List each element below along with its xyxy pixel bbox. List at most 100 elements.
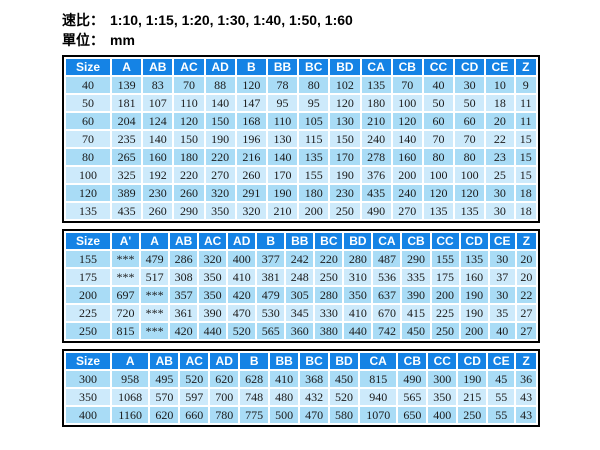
value-cell: 102 [330,77,360,93]
column-header-cd: CD [455,59,485,75]
table-row: 300 958 495 520 620 628 410 368 450 815 490 300 190 4… [66,371,536,387]
size-cell: 225 [66,305,110,321]
spec-sheet: 速比： 1:10, 1:15, 1:20, 1:30, 1:40, 1:50, 1… [62,12,540,427]
value-cell: 940 [360,389,397,405]
value-cell: 220 [315,251,343,267]
column-header-cb: CB [398,353,427,369]
column-header-ca: CA [373,233,401,249]
value-cell: 160 [392,149,422,165]
value-cell: 210 [361,113,391,129]
column-header-ab: AB [150,353,179,369]
size-cell: 80 [66,149,110,165]
value-cell: 130 [330,113,360,129]
value-cell: 70 [423,131,454,147]
value-cell: 83 [143,77,173,93]
value-cell: 50 [455,95,485,111]
value-cell: 20 [486,113,514,129]
value-cell: 410 [228,269,256,285]
column-header-ad: AD [210,353,239,369]
value-cell: 200 [392,167,422,183]
value-cell: 124 [143,113,173,129]
value-cell: 140 [392,131,422,147]
value-cell: 230 [143,185,173,201]
column-header-ce: CE [489,233,515,249]
table-row: 80 265 160 180 220 216 140 135 170 278 160 80 80 23 15 [66,149,536,165]
value-cell: 536 [373,269,401,285]
value-cell: 490 [398,371,427,387]
value-cell: 36 [516,371,536,387]
value-cell: 25 [486,167,514,183]
column-header-ab: AB [143,59,173,75]
value-cell: 305 [286,287,314,303]
value-cell: 40 [423,77,454,93]
value-cell: 11 [515,95,536,111]
value-cell: 190 [460,287,488,303]
value-cell: 479 [257,287,285,303]
unit-value: mm [110,32,135,48]
value-cell: 450 [402,323,430,339]
value-cell: 70 [392,77,422,93]
value-cell: 286 [170,251,198,267]
value-cell: 958 [112,371,149,387]
value-cell: 43 [516,389,536,405]
value-cell: 325 [112,167,142,183]
value-cell: 380 [315,323,343,339]
column-header-bd: BD [330,353,359,369]
value-cell: 360 [286,323,314,339]
value-cell: 420 [228,287,256,303]
value-cell: 520 [228,323,256,339]
value-cell: *** [141,287,169,303]
value-cell: 30 [455,77,485,93]
value-cell: 135 [299,149,329,165]
value-cell: 815 [360,371,397,387]
value-cell: 270 [392,203,422,219]
value-cell: 37 [489,269,515,285]
size-cell: 60 [66,113,110,129]
value-cell: 110 [174,95,204,111]
table-row: 175 *** 517 308 350 410 381 248 250 310 536 335 175 1… [66,269,536,285]
value-cell: 479 [141,251,169,267]
value-cell: 18 [515,185,536,201]
table-row: 225 720 *** 361 390 470 530 345 330 410 670 415 225 1… [66,305,536,321]
column-header-cb: CB [402,233,430,249]
value-cell: 105 [299,113,329,129]
value-cell: 700 [210,389,239,405]
value-cell: 27 [516,305,536,321]
value-cell: 250 [458,407,487,423]
value-cell: 200 [431,287,459,303]
column-header-ad: AD [228,233,256,249]
value-cell: 280 [344,251,372,267]
column-header-a: A [112,59,142,75]
column-header-z: Z [516,353,536,369]
value-cell: 190 [460,305,488,321]
value-cell: 60 [423,113,454,129]
value-cell: 175 [431,269,459,285]
value-cell: 55 [488,389,515,405]
value-cell: 23 [486,149,514,165]
value-cell: 440 [199,323,227,339]
value-cell: 240 [361,131,391,147]
value-cell: 748 [240,389,269,405]
value-cell: 361 [170,305,198,321]
column-header-bd: BD [344,233,372,249]
value-cell: 100 [455,167,485,183]
size-cell: 50 [66,95,110,111]
column-header-cc: CC [423,59,454,75]
value-cell: 260 [174,185,204,201]
value-cell: 80 [455,149,485,165]
value-cell: 1160 [112,407,149,423]
value-cell: 204 [112,113,142,129]
value-cell: 410 [344,305,372,321]
column-header-ac: AC [174,59,204,75]
value-cell: 357 [170,287,198,303]
value-cell: 190 [330,167,360,183]
size-cell: 200 [66,287,110,303]
value-cell: 435 [112,203,142,219]
value-cell: 20 [516,251,536,267]
value-cell: 350 [344,287,372,303]
size-cell: 175 [66,269,110,285]
value-cell: 1068 [112,389,149,405]
value-cell: 597 [180,389,209,405]
column-header-b: B [236,59,266,75]
value-cell: 215 [458,389,487,405]
